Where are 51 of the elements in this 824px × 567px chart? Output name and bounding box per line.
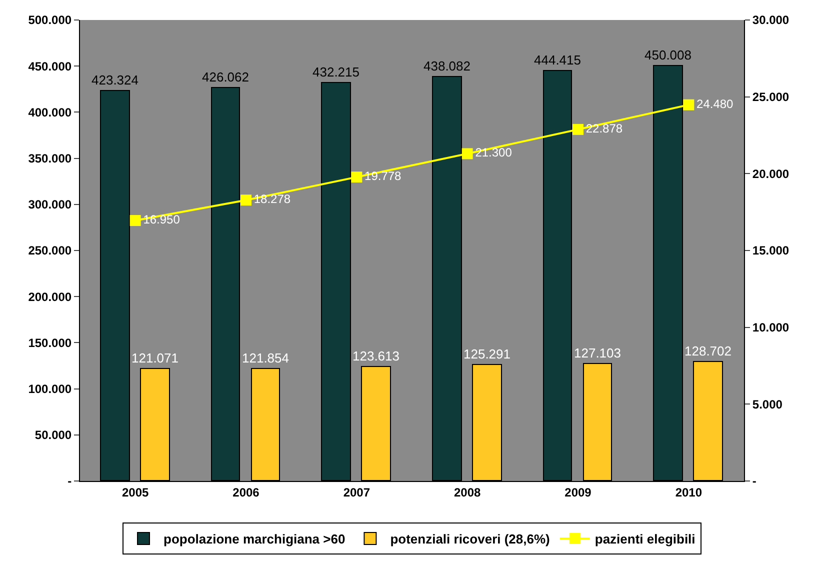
legend-label: pazienti elegibili bbox=[594, 532, 696, 547]
point bbox=[572, 124, 584, 135]
y-tick-label: 150.000 bbox=[28, 336, 72, 350]
data-label: 123.613 bbox=[352, 348, 400, 364]
data-label: 423.324 bbox=[92, 72, 138, 88]
y2-tick-label: 30.000 bbox=[752, 13, 790, 28]
y-tick-label: 200.000 bbox=[28, 290, 72, 304]
y2-tick-label: 15.000 bbox=[752, 244, 790, 258]
legend-label: potenziali ricoveri (28,6%) bbox=[390, 532, 550, 547]
y2-tick-label: - bbox=[752, 474, 756, 488]
x-tick-label: 2006 bbox=[232, 485, 260, 500]
y-tick-label: 350.000 bbox=[28, 152, 72, 166]
data-label: 450.008 bbox=[644, 48, 692, 62]
y-tick-label: - bbox=[68, 474, 72, 488]
x-tick-label: 2008 bbox=[454, 485, 481, 500]
data-label: 128.702 bbox=[684, 344, 732, 358]
data-label: 22.878 bbox=[586, 121, 623, 136]
y2-tick-label: 20.000 bbox=[752, 166, 790, 181]
y-tick-label: 50.000 bbox=[34, 428, 72, 442]
y-tick-label: 500.000 bbox=[28, 13, 72, 28]
data-label: 125.291 bbox=[464, 346, 510, 362]
point bbox=[130, 215, 141, 226]
y2-tick-label: 10.000 bbox=[752, 320, 790, 335]
y-tick-label: 300.000 bbox=[28, 198, 72, 212]
y-tick-label: 100.000 bbox=[28, 382, 72, 396]
y-tick-label: 450.000 bbox=[28, 59, 72, 74]
data-label: 16.950 bbox=[143, 212, 180, 227]
data-label: 19.778 bbox=[364, 169, 402, 184]
data-label: 121.854 bbox=[242, 350, 289, 366]
data-label: 24.480 bbox=[696, 96, 734, 111]
data-label: 21.300 bbox=[475, 146, 512, 160]
point bbox=[462, 148, 473, 160]
y2-tick-label: 5.000 bbox=[752, 397, 783, 412]
y2-tick-label: 25.000 bbox=[752, 90, 790, 104]
data-label: 127.103 bbox=[574, 346, 621, 360]
x-tick-label: 2009 bbox=[564, 485, 592, 500]
data-label: 18.278 bbox=[254, 192, 291, 206]
data-label: 444.415 bbox=[534, 52, 581, 68]
data-label: 121.071 bbox=[132, 350, 178, 366]
data-label: 432.215 bbox=[312, 64, 360, 80]
point bbox=[240, 194, 252, 206]
x-tick-label: 2005 bbox=[122, 485, 149, 500]
point bbox=[683, 99, 694, 110]
legend-label: popolazione marchigiana >60 bbox=[164, 532, 346, 547]
data-label: 438.082 bbox=[424, 58, 470, 74]
y-tick-label: 250.000 bbox=[28, 244, 72, 258]
y-tick-label: 400.000 bbox=[28, 105, 72, 120]
x-tick-label: 2007 bbox=[343, 485, 370, 500]
data-label: 426.062 bbox=[202, 70, 249, 84]
point bbox=[351, 172, 362, 183]
x-tick-label: 2010 bbox=[675, 485, 702, 500]
